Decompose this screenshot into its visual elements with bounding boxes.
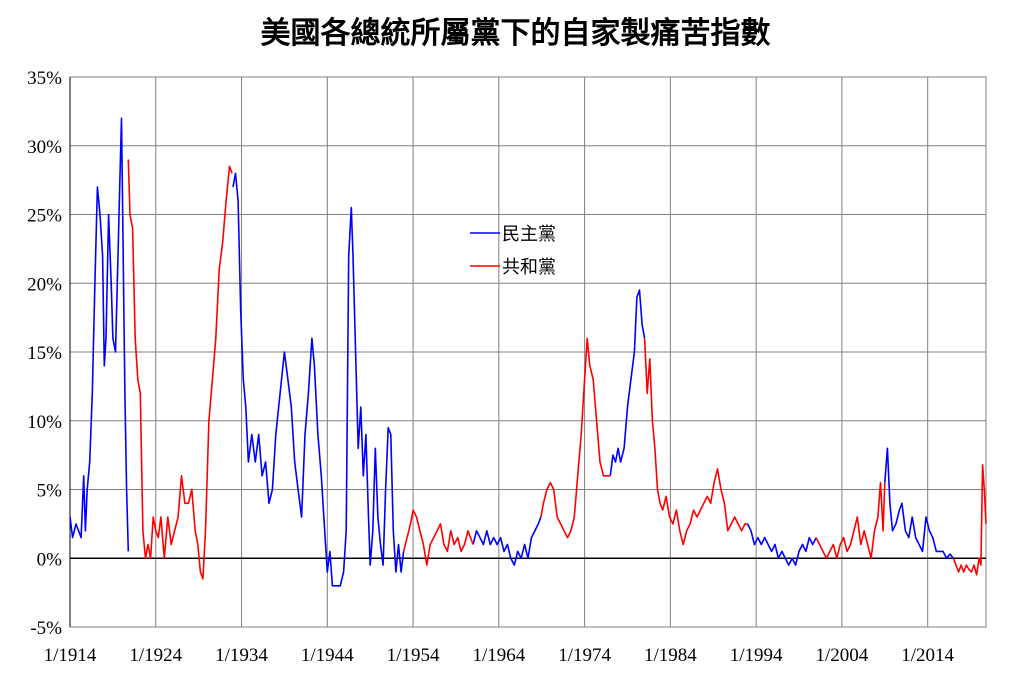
y-tick-label: -5% (30, 618, 62, 639)
democrat-series-line (69, 117, 130, 552)
republican-series-line (643, 338, 748, 546)
y-tick-label: 5% (37, 481, 63, 502)
republican-series-line (815, 481, 886, 560)
x-tick-label: 1/1954 (387, 645, 440, 666)
y-tick-label: 35% (27, 68, 62, 89)
republican-series-line (540, 337, 611, 539)
x-tick-label: 1/1914 (44, 645, 97, 666)
y-tick-label: 20% (27, 274, 62, 295)
x-tick-label: 1/1964 (472, 645, 525, 666)
x-tick-label: 1/1994 (730, 645, 783, 666)
democrat-series-line (472, 516, 542, 566)
democrat-series-line (746, 523, 817, 566)
y-tick-label: 15% (27, 343, 62, 364)
y-tick-label: 30% (27, 137, 62, 158)
series-lines (69, 117, 987, 587)
grid-lines (69, 76, 987, 628)
y-tick-label: 10% (27, 412, 62, 433)
x-tick-label: 1/2004 (816, 645, 869, 666)
democrat-series-line (232, 172, 405, 587)
x-tick-label: 1/1934 (215, 645, 268, 666)
republican-legend-label: 共和黨 (502, 257, 556, 278)
republican-series-line (952, 464, 987, 576)
tick-labels: 35% 30% 25% 20% 15% 10% 5% 0% -5% 1/1914 1/1924 1/1… (27, 68, 954, 666)
chart-title: 美國各總統所屬黨下的自家製痛苦指數 (260, 16, 771, 51)
democrat-series-line (609, 289, 646, 476)
democrat-series-line (884, 447, 955, 560)
y-tick-label: 0% (37, 549, 63, 570)
democrat-legend-label: 民主黨 (502, 224, 556, 245)
x-tick-label: 1/2014 (901, 645, 954, 666)
x-tick-label: 1/1924 (129, 645, 182, 666)
x-tick-label: 1/1984 (644, 645, 697, 666)
republican-series-line (127, 159, 233, 580)
x-tick-label: 1/1944 (301, 645, 354, 666)
republican-series-line (402, 509, 474, 566)
y-tick-label: 25% (27, 206, 62, 227)
x-tick-label: 1/1974 (558, 645, 611, 666)
